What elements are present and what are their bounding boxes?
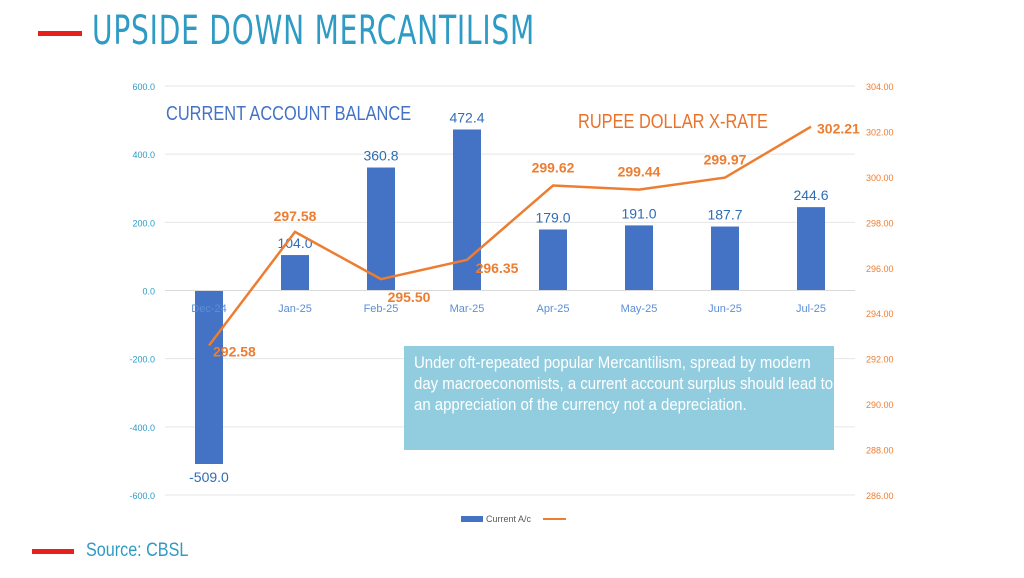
x-tick-label: Mar-25 [450,303,485,315]
left-tick-label: 400.0 [132,150,155,160]
page-title: UPSIDE DOWN MERCANTILISM [92,8,535,54]
bar-data-label: 191.0 [621,205,656,221]
right-tick-label: 292.00 [866,355,894,365]
bar-Jun-25 [711,226,739,291]
legend-bar-label: Current A/c [486,514,532,524]
line-data-label: 297.58 [274,208,317,224]
right-tick-label: 296.00 [866,264,894,274]
line-data-label: 299.97 [704,152,747,168]
left-tick-label: -400.0 [129,423,155,433]
left-tick-label: 600.0 [132,82,155,92]
bar-series-title: CURRENT ACCOUNT BALANCE [166,101,411,124]
x-tick-label: Jul-25 [796,303,826,315]
bar-data-label: 187.7 [707,207,742,223]
line-series-title: RUPEE DOLLAR X-RATE [578,109,768,132]
bar-data-label: 244.6 [793,187,828,203]
line-data-label: 292.58 [213,343,256,359]
bar-Mar-25 [453,129,481,291]
x-tick-label: May-25 [621,303,658,315]
bar-data-label: 104.0 [277,235,312,251]
source-accent-bar [32,549,74,554]
bar-data-label: -509.0 [189,469,229,485]
right-tick-label: 302.00 [866,127,894,137]
right-tick-label: 290.00 [866,400,894,410]
line-data-label: 295.50 [388,289,431,305]
left-tick-label: 0.0 [142,287,155,297]
right-tick-label: 294.00 [866,309,894,319]
bar-Feb-25 [367,167,395,291]
x-tick-label: Apr-25 [536,303,569,315]
line-data-label: 299.62 [532,160,575,176]
right-tick-label: 298.00 [866,218,894,228]
annotation-box: Under oft-repeated popular Mercantilism,… [404,346,834,450]
left-tick-label: 200.0 [132,218,155,228]
annotation-text: Under oft-repeated popular Mercantilism,… [414,353,834,414]
xrate-line [208,125,812,347]
bar-Dec-24 [195,290,223,464]
left-tick-label: -200.0 [129,355,155,365]
x-tick-label: Feb-25 [364,303,399,315]
line-data-label: 302.21 [817,121,860,137]
line-data-label: 296.35 [476,260,519,276]
bar-data-label: 360.8 [363,148,398,164]
bar-Apr-25 [539,229,567,291]
bar-data-label: 472.4 [449,109,484,125]
right-tick-label: 288.00 [866,446,894,456]
right-tick-label: 300.00 [866,173,894,183]
right-tick-label: 286.00 [866,491,894,501]
source-text: Source: CBSL [86,540,189,561]
bar-Jul-25 [797,207,825,291]
x-tick-label: Jun-25 [708,303,742,315]
bar-Jan-25 [281,255,309,291]
x-tick-label: Jan-25 [278,303,312,315]
left-tick-label: -600.0 [129,491,155,501]
title-accent-bar [38,31,82,36]
right-tick-label: 304.00 [866,82,894,92]
legend-bar-swatch [461,516,483,522]
x-tick-label: Dec-24 [191,303,226,315]
bar-May-25 [625,225,653,291]
line-data-label: 299.44 [618,164,661,180]
bar-data-label: 179.0 [535,209,570,225]
